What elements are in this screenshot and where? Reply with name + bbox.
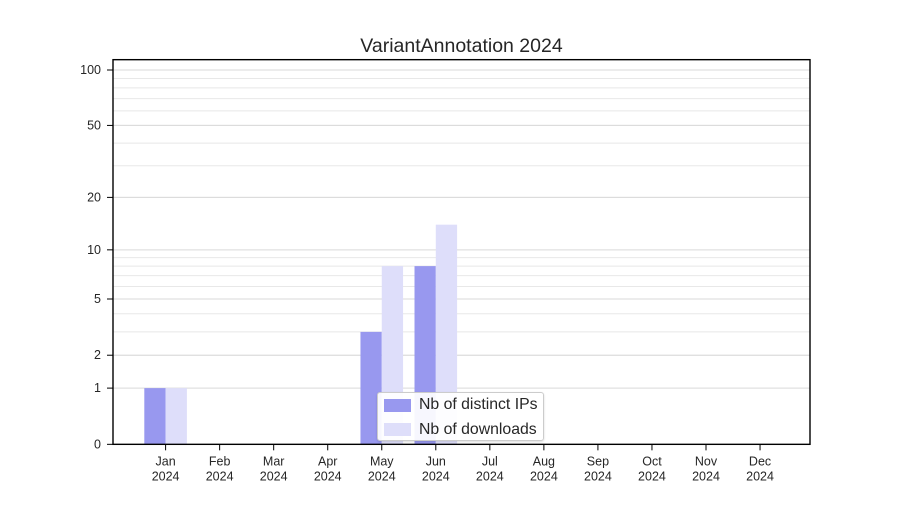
- svg-text:20: 20: [87, 190, 101, 204]
- svg-text:Aug: Aug: [533, 454, 555, 468]
- svg-text:2: 2: [94, 348, 101, 362]
- svg-text:Mar: Mar: [263, 454, 285, 468]
- svg-text:10: 10: [87, 243, 101, 257]
- svg-text:May: May: [370, 454, 394, 468]
- svg-text:Oct: Oct: [642, 454, 662, 468]
- svg-text:2024: 2024: [152, 469, 180, 483]
- svg-text:Jun: Jun: [426, 454, 446, 468]
- svg-text:Jul: Jul: [482, 454, 498, 468]
- svg-text:2024: 2024: [692, 469, 720, 483]
- svg-text:VariantAnnotation 2024: VariantAnnotation 2024: [360, 35, 563, 57]
- svg-text:2024: 2024: [476, 469, 504, 483]
- svg-text:100: 100: [80, 63, 101, 77]
- svg-text:5: 5: [94, 292, 101, 306]
- svg-text:0: 0: [94, 437, 101, 451]
- svg-text:2024: 2024: [584, 469, 612, 483]
- svg-text:50: 50: [87, 118, 101, 132]
- svg-text:2024: 2024: [368, 469, 396, 483]
- svg-text:Apr: Apr: [318, 454, 337, 468]
- svg-text:2024: 2024: [530, 469, 558, 483]
- svg-text:2024: 2024: [746, 469, 774, 483]
- svg-text:Sep: Sep: [587, 454, 609, 468]
- svg-text:2024: 2024: [206, 469, 234, 483]
- svg-text:2024: 2024: [422, 469, 450, 483]
- svg-text:Nov: Nov: [695, 454, 718, 468]
- svg-text:Jan: Jan: [156, 454, 176, 468]
- svg-text:2024: 2024: [314, 469, 342, 483]
- svg-text:Feb: Feb: [209, 454, 231, 468]
- svg-text:2024: 2024: [260, 469, 288, 483]
- svg-text:Dec: Dec: [749, 454, 771, 468]
- svg-text:1: 1: [94, 381, 101, 395]
- svg-text:2024: 2024: [638, 469, 666, 483]
